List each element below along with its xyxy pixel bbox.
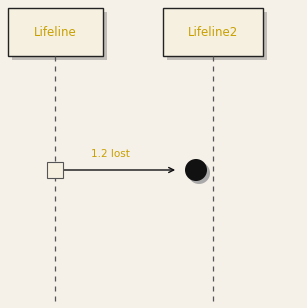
Text: Lifeline: Lifeline — [34, 26, 77, 38]
Circle shape — [185, 159, 207, 181]
Circle shape — [188, 162, 210, 184]
Bar — [12, 12, 107, 60]
Text: Lifeline2: Lifeline2 — [188, 26, 238, 38]
Bar — [47, 162, 63, 178]
Bar — [163, 8, 263, 56]
Bar — [167, 12, 267, 60]
Text: 1.2 lost: 1.2 lost — [91, 149, 130, 159]
Bar — [8, 8, 103, 56]
